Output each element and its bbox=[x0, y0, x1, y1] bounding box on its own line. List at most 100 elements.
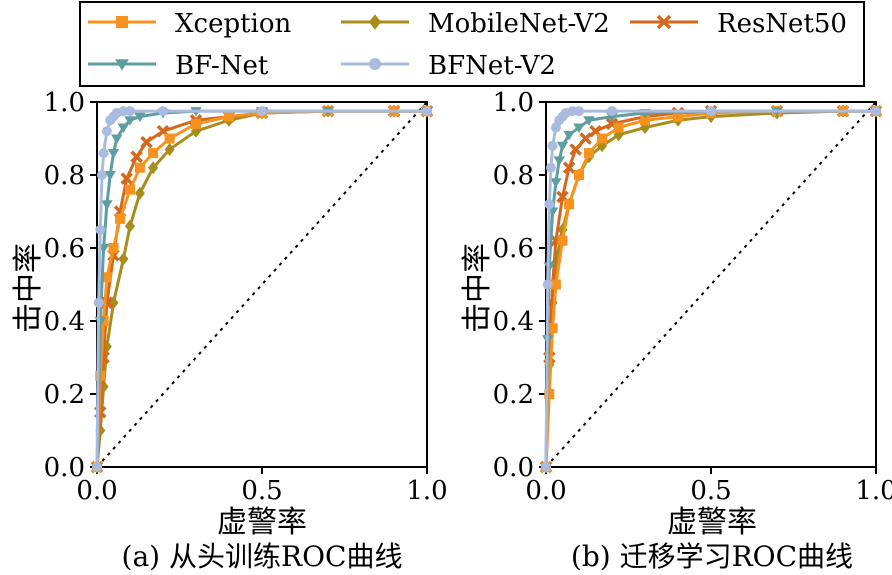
y-tick-label-a: 0.6 bbox=[44, 234, 85, 264]
legend-frame bbox=[79, 1, 865, 87]
data-point-xception-b bbox=[547, 323, 558, 334]
data-point-bfnet-v2-b bbox=[547, 140, 558, 151]
data-point-mobilenet-v2-a bbox=[125, 219, 135, 233]
legend-marker-bfnet-v2 bbox=[369, 58, 381, 70]
data-point-bf-net-b bbox=[553, 156, 565, 166]
data-point-bfnet-v2-b bbox=[545, 162, 556, 173]
y-tick-label-a: 0.8 bbox=[44, 161, 85, 191]
legend-marker-mobilenet-v2 bbox=[369, 14, 381, 30]
panel-a-from-scratch: 0.0 0.2 0.4 0.6 0.8 1.0 0.0 0.5 1.0 虚警率 击中率 (a) … bbox=[11, 88, 448, 573]
data-point-bfnet-v2-a bbox=[125, 106, 135, 117]
legend-entry-mobilenet-v2 bbox=[341, 14, 409, 30]
y-tick-label-a: 0.4 bbox=[44, 307, 85, 337]
panel-b-transfer-learning: 0.0 0.2 0.4 0.6 0.8 1.0 0.0 0.5 1.0 虚警率 击中率 (b) … bbox=[460, 88, 892, 573]
data-point-mobilenet-v2-a bbox=[164, 142, 175, 156]
data-point-bfnet-v2-a bbox=[158, 106, 168, 117]
data-point-bf-net-a bbox=[134, 112, 146, 123]
x-tick-label-a: 0.0 bbox=[76, 476, 117, 506]
data-point-resnet50-b bbox=[579, 132, 592, 145]
data-point-resnet50-a bbox=[130, 150, 143, 163]
data-point-mobilenet-v2-a bbox=[148, 161, 159, 175]
y-tick-label-b: 0.2 bbox=[493, 380, 534, 410]
legend-label-xception: Xception bbox=[175, 9, 292, 39]
data-point-xception-b bbox=[597, 133, 608, 144]
y-axis-label-b: 击中率 bbox=[460, 243, 495, 333]
y-tick-label-b: 1.0 bbox=[493, 88, 534, 118]
data-point-resnet50-a bbox=[120, 172, 133, 185]
data-point-resnet50-b bbox=[569, 143, 582, 156]
data-point-mobilenet-v2-a bbox=[134, 186, 145, 200]
legend-entry-bfnet-v2 bbox=[341, 58, 409, 70]
series-mobilenet-v2-a bbox=[92, 104, 432, 474]
data-point-bf-net-b bbox=[583, 116, 595, 126]
data-point-bf-net-a bbox=[101, 200, 113, 210]
series-bf-net-b bbox=[540, 107, 882, 473]
data-point-bf-net-b bbox=[556, 141, 569, 152]
data-point-bfnet-v2-a bbox=[257, 106, 267, 117]
data-point-xception-b bbox=[564, 199, 575, 210]
data-point-resnet50-a bbox=[140, 135, 153, 149]
data-point-bfnet-v2-b bbox=[706, 106, 716, 117]
series-resnet50-a bbox=[90, 104, 434, 474]
data-point-bfnet-v2-a bbox=[92, 462, 102, 472]
data-point-xception-a bbox=[115, 213, 126, 224]
data-point-xception-b bbox=[673, 111, 683, 122]
x-axis-label-a: 虚警率 bbox=[217, 505, 307, 540]
legend-entry-resnet50 bbox=[630, 14, 698, 30]
data-point-xception-a bbox=[125, 184, 135, 195]
x-tick-label-b: 1.0 bbox=[855, 476, 892, 506]
data-point-bfnet-v2-b bbox=[541, 462, 551, 472]
legend-marker-resnet50 bbox=[656, 14, 672, 30]
data-point-xception-a bbox=[134, 162, 145, 173]
caption-a: (a) 从头训练ROC曲线 bbox=[122, 540, 403, 573]
series-xception-a bbox=[92, 106, 432, 472]
legend-marker-bf-net bbox=[115, 59, 129, 71]
data-point-bfnet-v2-b bbox=[544, 199, 555, 210]
data-point-xception-a bbox=[148, 148, 159, 159]
data-point-bf-net-b bbox=[563, 130, 575, 141]
x-tick-label-a: 1.0 bbox=[406, 476, 447, 506]
x-tick-label-b: 0.5 bbox=[690, 476, 731, 506]
y-tick-label-a: 0.2 bbox=[44, 380, 85, 410]
caption-b: (b) 迁移学习ROC曲线 bbox=[571, 540, 853, 573]
data-point-bf-net-a bbox=[104, 171, 116, 181]
data-point-xception-b bbox=[583, 148, 594, 159]
y-axis-label-a: 击中率 bbox=[11, 243, 46, 333]
y-tick-label-a: 0.0 bbox=[44, 453, 85, 483]
x-axis-label-b: 虚警率 bbox=[667, 505, 757, 540]
data-point-bf-net-a bbox=[117, 123, 130, 134]
data-point-bf-net-b bbox=[550, 178, 562, 188]
data-point-bfnet-v2-b bbox=[542, 279, 553, 290]
legend-label-bf-net: BF-Net bbox=[175, 51, 269, 81]
data-point-bf-net-a bbox=[111, 134, 123, 144]
legend-label-resnet50: ResNet50 bbox=[717, 9, 847, 39]
legend-label-bfnet-v2: BFNet-V2 bbox=[428, 51, 556, 81]
legend-entry-xception bbox=[88, 16, 156, 28]
data-point-bf-net-b bbox=[573, 123, 585, 134]
data-point-xception-a bbox=[101, 272, 112, 283]
y-tick-label-b: 0.4 bbox=[493, 307, 534, 337]
data-point-xception-b bbox=[550, 279, 561, 290]
plot-area-a: 0.0 0.2 0.4 0.6 0.8 1.0 0.0 0.5 1.0 bbox=[44, 88, 448, 506]
data-point-bfnet-v2-b bbox=[607, 106, 617, 117]
legend-marker-xception bbox=[116, 16, 128, 28]
data-point-xception-a bbox=[108, 243, 119, 253]
diagonal-reference-line-b bbox=[545, 101, 877, 468]
legend-entry-bf-net bbox=[88, 59, 156, 71]
data-point-bfnet-v2-a bbox=[422, 106, 432, 117]
series-bf-net-a bbox=[91, 107, 433, 473]
series-bfnet-v2-b bbox=[541, 106, 881, 472]
data-point-bfnet-v2-a bbox=[93, 297, 104, 308]
data-point-bfnet-v2-a bbox=[98, 148, 109, 159]
data-point-xception-a bbox=[191, 118, 201, 129]
series-bfnet-v2-a bbox=[92, 106, 432, 472]
series-mobilenet-v2-b bbox=[541, 104, 881, 474]
data-point-xception-b bbox=[544, 389, 555, 399]
data-point-bf-net-a bbox=[107, 149, 120, 159]
series-resnet50-b bbox=[539, 104, 883, 474]
data-point-xception-a bbox=[224, 111, 234, 122]
y-tick-label-b: 0.8 bbox=[493, 161, 534, 191]
data-point-bfnet-v2-b bbox=[871, 106, 881, 117]
plot-area-b: 0.0 0.2 0.4 0.6 0.8 1.0 0.0 0.5 1.0 bbox=[493, 88, 892, 506]
